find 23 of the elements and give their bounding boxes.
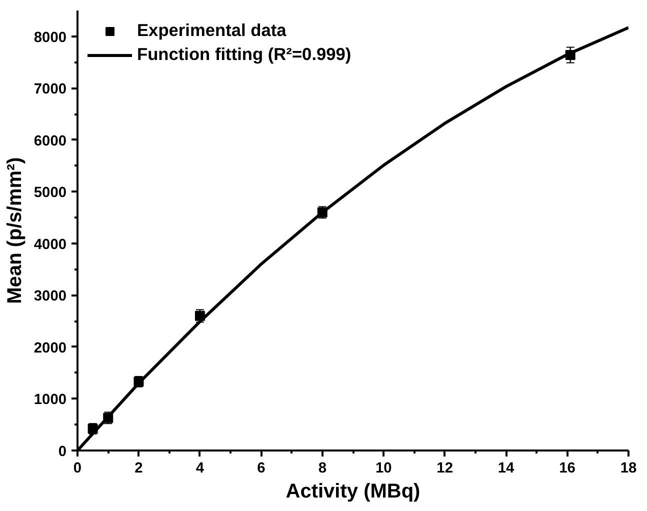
x-tick-label: 14 [498,460,516,476]
x-tick-label: 6 [257,460,266,476]
x-tick-label: 2 [134,460,143,476]
x-tick-label: 8 [318,460,326,476]
y-tick-label: 1000 [34,392,67,408]
y-tick-label: 0 [58,444,67,460]
x-tick-label: 10 [375,460,392,476]
x-tick-label: 4 [196,460,205,476]
y-tick-label: 8000 [34,30,67,46]
x-tick-label: 0 [73,460,82,476]
x-tick-label: 16 [559,460,576,476]
y-tick-label: 5000 [34,185,67,202]
y-tick-label: 3000 [34,288,67,305]
x-tick-label: 12 [436,460,453,476]
y-axis-title: Mean (p/s/mm²) [4,157,26,304]
legend-label: Function fitting (R²=0.999) [137,44,352,65]
x-tick-label: 18 [620,460,637,476]
legend-label: Experimental data [137,20,286,41]
y-tick-label: 4000 [34,236,67,253]
y-tick-label: 2000 [34,340,67,356]
y-tick-label: 7000 [34,82,67,98]
x-axis-title: Activity (MBq) [286,480,420,502]
y-tick-label: 6000 [34,133,67,150]
